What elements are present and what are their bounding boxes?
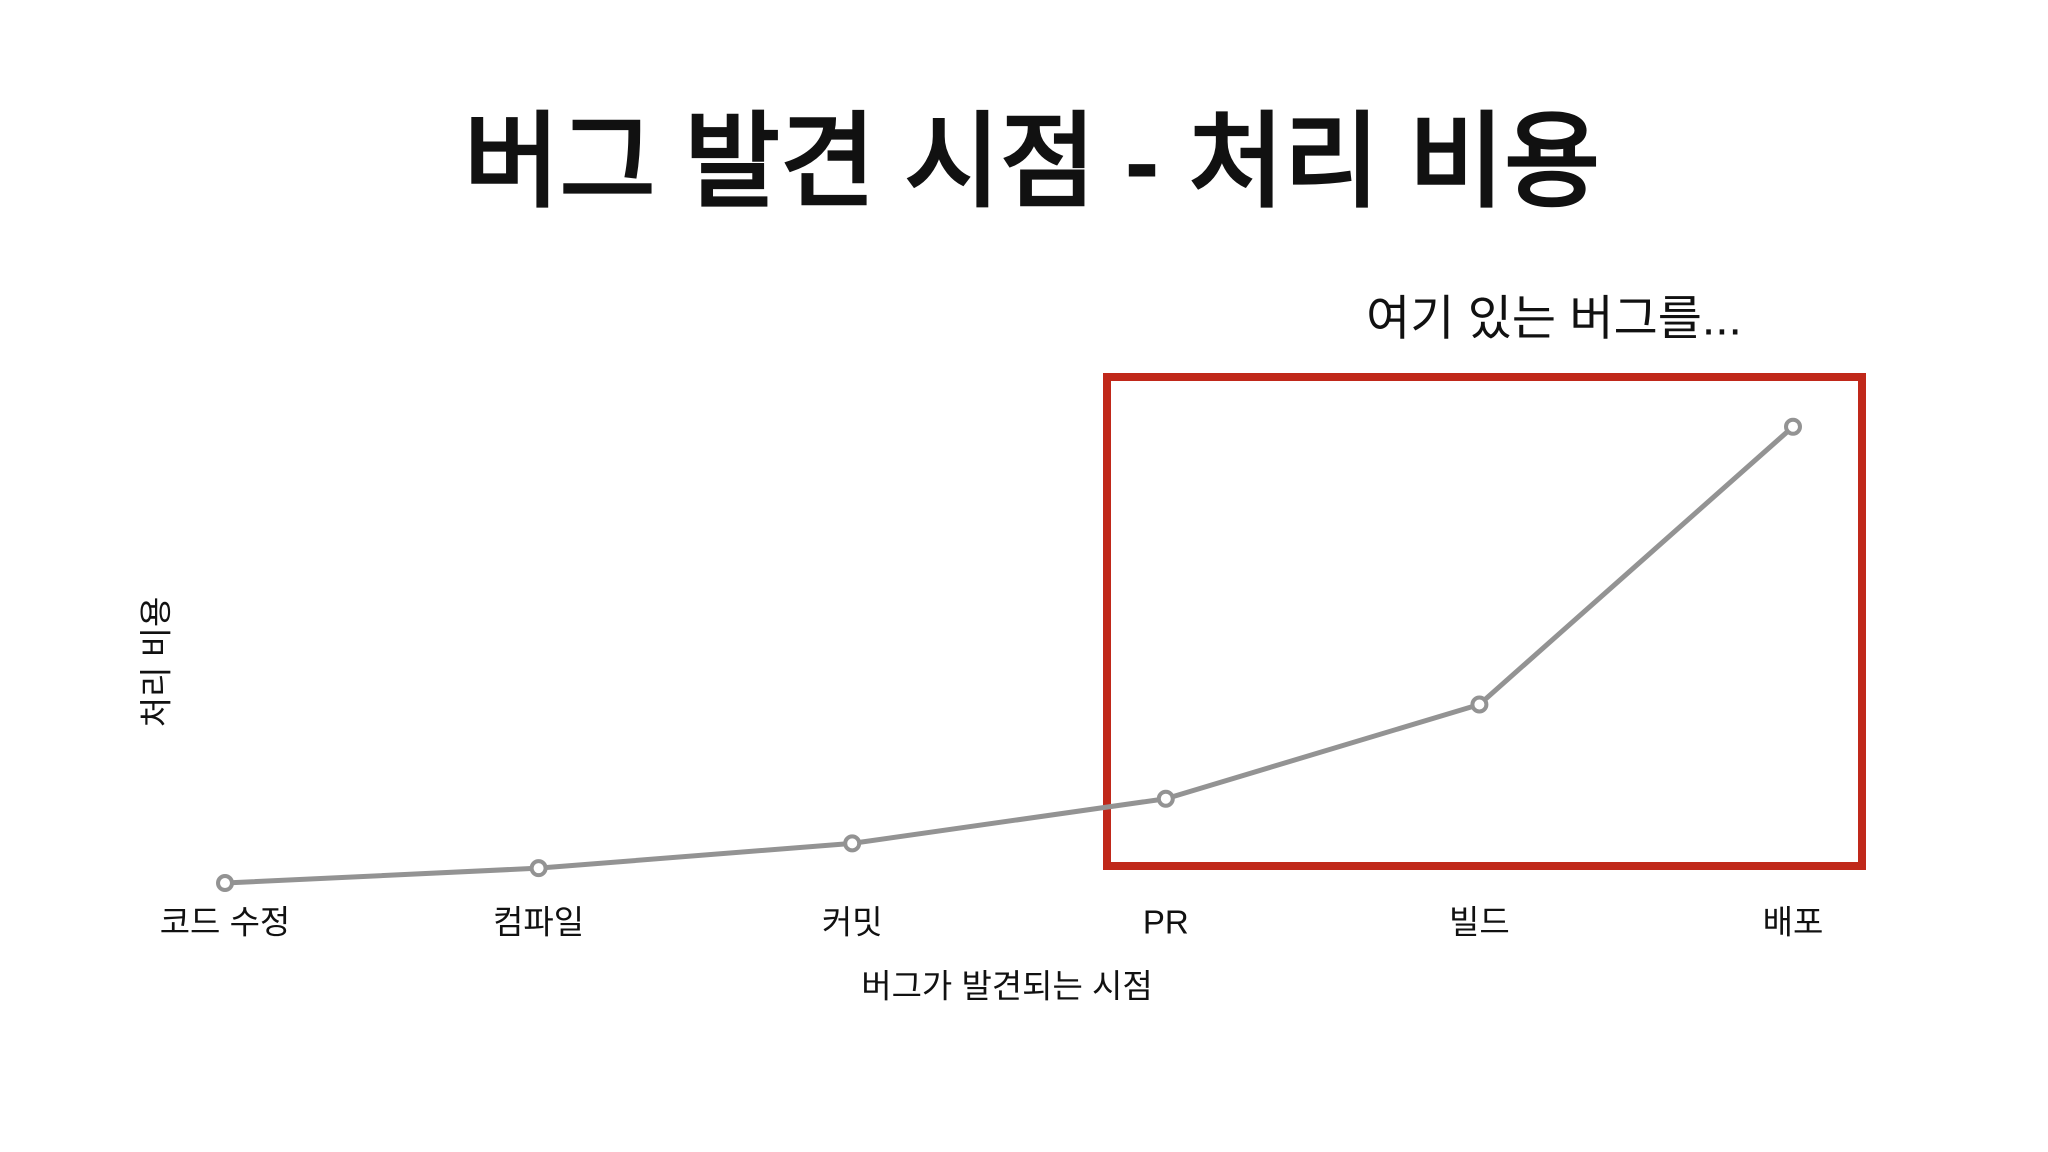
data-point [1156,789,1175,808]
x-tick-label: 컴파일 [493,904,584,941]
data-line [224,424,1795,886]
x-tick-label: PR [1143,904,1189,941]
data-point [1470,695,1489,714]
x-axis-label: 버그가 발견되는 시점 [861,968,1153,1005]
x-tick-label: 코드 수정 [160,904,291,941]
x-tick-label: 빌드 [1449,904,1510,941]
y-axis-label: 처리 비용 [138,597,175,728]
data-point [1784,417,1802,436]
data-point [843,834,862,853]
data-point [216,874,234,893]
x-tick-label: 커밋 [822,904,883,941]
annotation: 여기 있는 버그를... [1366,293,1742,346]
highlight-box [1103,373,1866,870]
slide-title: 버그 발견 시점 - 처리 비용 [464,104,1600,220]
x-tick-label: 배포 [1763,904,1824,941]
data-point [529,859,548,878]
